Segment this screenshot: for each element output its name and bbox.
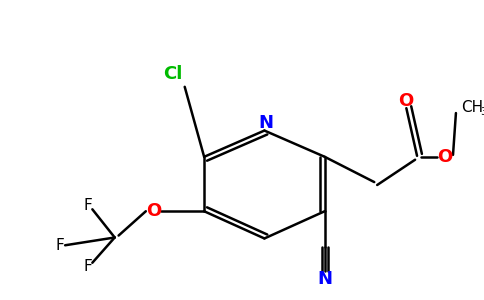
Text: CH: CH xyxy=(461,100,483,115)
Text: 3: 3 xyxy=(480,107,484,117)
Text: Cl: Cl xyxy=(164,65,183,83)
Text: F: F xyxy=(83,198,92,213)
Text: N: N xyxy=(317,270,332,288)
Text: N: N xyxy=(259,114,274,132)
Text: O: O xyxy=(438,148,453,166)
Text: F: F xyxy=(56,238,65,253)
Text: F: F xyxy=(83,259,92,274)
Text: O: O xyxy=(146,202,161,220)
Text: O: O xyxy=(398,92,413,110)
